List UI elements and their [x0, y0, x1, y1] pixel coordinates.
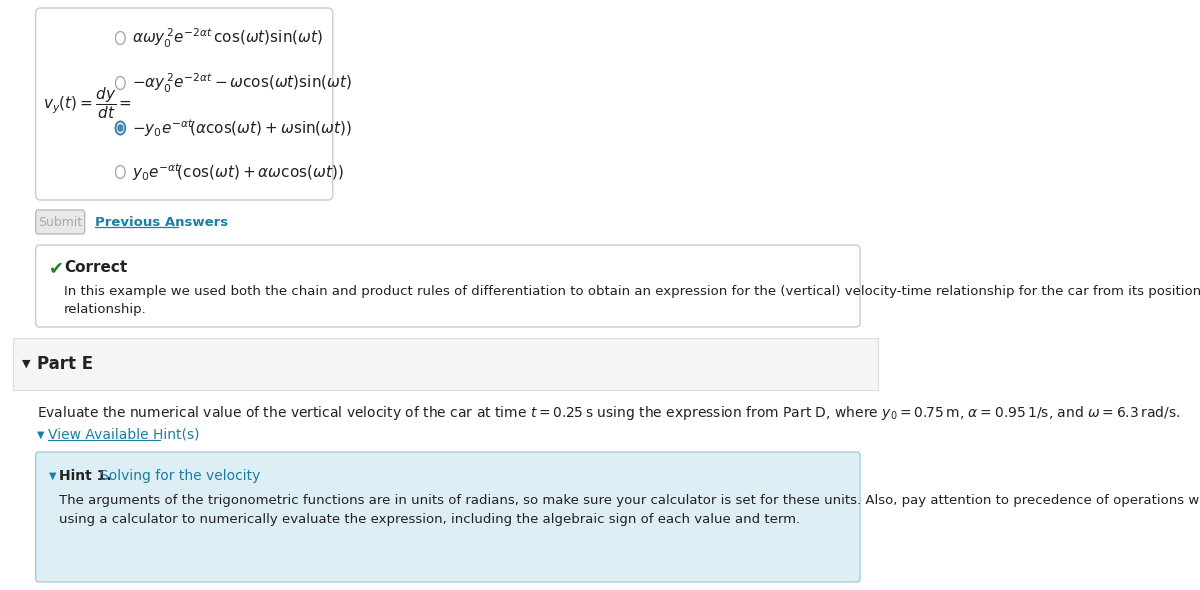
FancyBboxPatch shape	[36, 452, 860, 582]
Text: Previous Answers: Previous Answers	[95, 215, 228, 228]
FancyBboxPatch shape	[36, 210, 85, 234]
Text: Solving for the velocity: Solving for the velocity	[100, 469, 260, 483]
Text: Correct: Correct	[64, 261, 127, 276]
Text: $\alpha\omega y_0^{\,2}e^{-2\alpha t}\,\cos(\omega t)\sin(\omega t)$: $\alpha\omega y_0^{\,2}e^{-2\alpha t}\,\…	[132, 27, 323, 50]
Text: In this example we used both the chain and product rules of differentiation to o: In this example we used both the chain a…	[64, 285, 1200, 316]
Text: ▼: ▼	[49, 471, 56, 481]
Text: $y_0 e^{-\alpha t}\!\left(\cos(\omega t)+\alpha\omega\cos(\omega t)\right)$: $y_0 e^{-\alpha t}\!\left(\cos(\omega t)…	[132, 161, 344, 183]
Text: ✔: ✔	[49, 259, 64, 277]
Circle shape	[118, 125, 122, 131]
FancyBboxPatch shape	[36, 245, 860, 327]
Text: The arguments of the trigonometric functions are in units of radians, so make su: The arguments of the trigonometric funct…	[60, 494, 1200, 526]
Text: $v_y(t) = \dfrac{dy}{dt} =$: $v_y(t) = \dfrac{dy}{dt} =$	[43, 85, 132, 121]
Text: Hint 1.: Hint 1.	[60, 469, 112, 483]
FancyBboxPatch shape	[36, 8, 332, 200]
Text: Part E: Part E	[37, 355, 94, 373]
Text: View Available Hint(s): View Available Hint(s)	[48, 428, 199, 442]
Text: $-\alpha y_0^{\,2}e^{-2\alpha t} - \omega\cos(\omega t)\sin(\omega t)$: $-\alpha y_0^{\,2}e^{-2\alpha t} - \omeg…	[132, 71, 353, 94]
Text: $-y_0 e^{-\alpha t}\!\left(\alpha\cos(\omega t)+\omega\sin(\omega t)\right)$: $-y_0 e^{-\alpha t}\!\left(\alpha\cos(\o…	[132, 117, 353, 139]
Bar	[13, 338, 878, 390]
Text: Evaluate the numerical value of the vertical velocity of the car at time $t = 0.: Evaluate the numerical value of the vert…	[37, 404, 1181, 422]
Text: ▼: ▼	[37, 430, 44, 440]
Text: Submit: Submit	[38, 215, 83, 228]
Text: ▼: ▼	[23, 359, 31, 369]
